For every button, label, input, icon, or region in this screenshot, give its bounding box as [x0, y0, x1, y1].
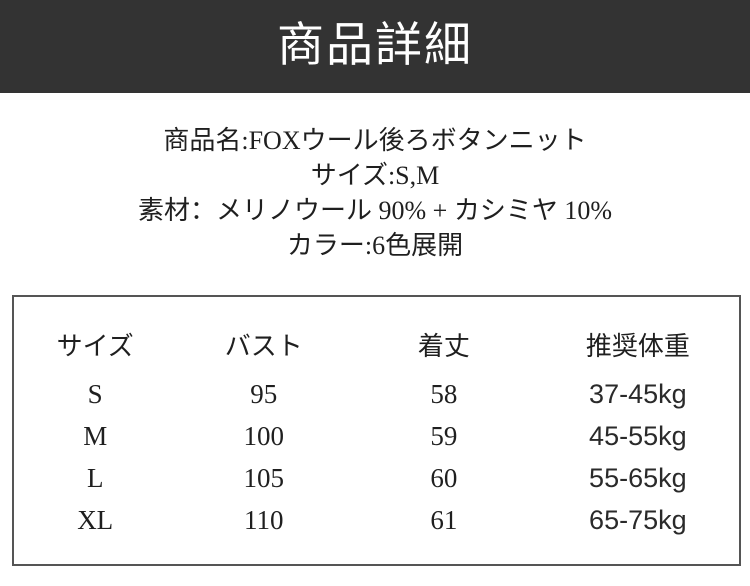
- cell-length: 58: [430, 378, 458, 409]
- cell-weight: 45-55kg: [589, 420, 687, 451]
- page-title: 商品詳細: [277, 20, 473, 72]
- size-chart-header-row: サイズ バスト 着丈 推奨体重: [14, 315, 739, 373]
- table-row: L 105 60 55-65kg: [14, 457, 739, 499]
- product-info-block: 商品名:FOXウール後ろボタンニット サイズ:S,M 素材：メリノウール 90%…: [0, 123, 750, 263]
- cell-length: 61: [430, 504, 458, 535]
- column-header-size: サイズ: [56, 331, 134, 361]
- product-color-line: カラー:6色展開: [286, 231, 464, 260]
- product-name-line: 商品名:FOXウール後ろボタンニット: [163, 126, 587, 155]
- size-chart-table: サイズ バスト 着丈 推奨体重 S 95 58 37-45kg M 100 59…: [12, 295, 741, 566]
- cell-bust: 110: [244, 504, 284, 535]
- cell-length: 60: [430, 462, 458, 493]
- column-header-bust: バスト: [224, 331, 303, 361]
- cell-size: S: [87, 378, 103, 409]
- product-material-line: 素材：メリノウール 90% + カシミヤ 10%: [138, 196, 612, 225]
- cell-size: XL: [77, 504, 114, 535]
- table-row: M 100 59 45-55kg: [14, 415, 739, 457]
- table-row: S 95 58 37-45kg: [14, 373, 739, 415]
- cell-bust: 95: [250, 378, 278, 409]
- cell-size: L: [86, 462, 104, 493]
- product-size-line: サイズ:S,M: [310, 161, 440, 190]
- cell-weight: 37-45kg: [589, 378, 687, 409]
- cell-length: 59: [430, 420, 458, 451]
- column-header-length: 着丈: [417, 331, 470, 361]
- cell-weight: 55-65kg: [589, 462, 687, 493]
- column-header-weight: 推奨体重: [585, 331, 690, 361]
- table-row: XL 110 61 65-75kg: [14, 499, 739, 541]
- cell-size: M: [83, 420, 108, 451]
- cell-weight: 65-75kg: [589, 504, 687, 535]
- section-header-banner: 商品詳細: [0, 0, 750, 93]
- cell-bust: 105: [243, 462, 285, 493]
- cell-bust: 100: [243, 420, 285, 451]
